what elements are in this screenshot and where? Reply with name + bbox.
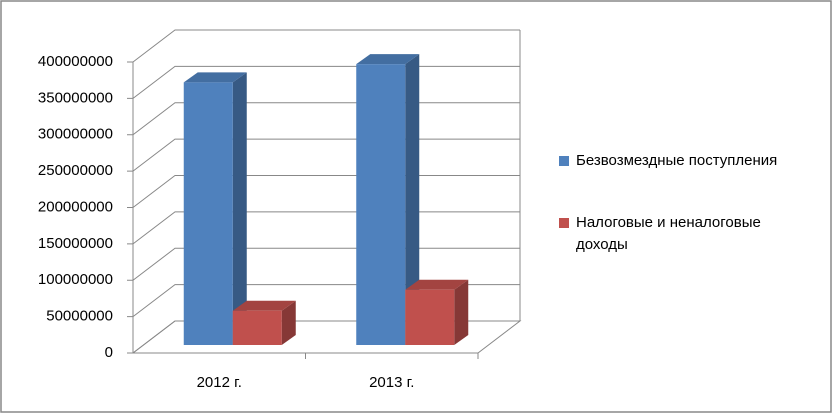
y-tick-label: 400000000 — [38, 53, 113, 70]
y-tick-label: 50000000 — [46, 308, 113, 325]
y-tick-label: 150000000 — [38, 235, 113, 252]
y-tick-label: 300000000 — [38, 126, 113, 143]
grid-line — [132, 29, 520, 63]
legend-label: Налоговые и неналоговые доходы — [576, 214, 761, 253]
y-tick-label: 0 — [105, 344, 113, 361]
legend-label: Безвозмездные поступления — [576, 152, 778, 169]
bar-side — [232, 72, 247, 345]
y-tick-label: 350000000 — [38, 89, 113, 106]
bar-front — [232, 310, 282, 345]
bar-side — [405, 54, 420, 346]
bar — [405, 279, 469, 345]
bar-top — [356, 54, 420, 65]
y-tick-label: 250000000 — [38, 162, 113, 179]
bar-top — [232, 300, 296, 311]
bar — [356, 54, 420, 346]
bar-side — [281, 300, 296, 345]
bar-top — [183, 72, 247, 83]
bar-top — [405, 279, 469, 290]
legend-swatch — [559, 218, 569, 228]
legend-swatch — [559, 156, 569, 166]
x-tick-label: 2012 г. — [197, 374, 242, 391]
y-tick-label: 200000000 — [38, 198, 113, 215]
bar-side — [454, 279, 469, 345]
bar — [183, 72, 247, 345]
bar — [232, 300, 296, 345]
x-tick-label: 2013 г. — [369, 374, 414, 391]
bar-front — [183, 82, 233, 345]
y-tick-label: 100000000 — [38, 271, 113, 288]
bar-front — [356, 64, 406, 345]
bar-front — [405, 289, 455, 345]
